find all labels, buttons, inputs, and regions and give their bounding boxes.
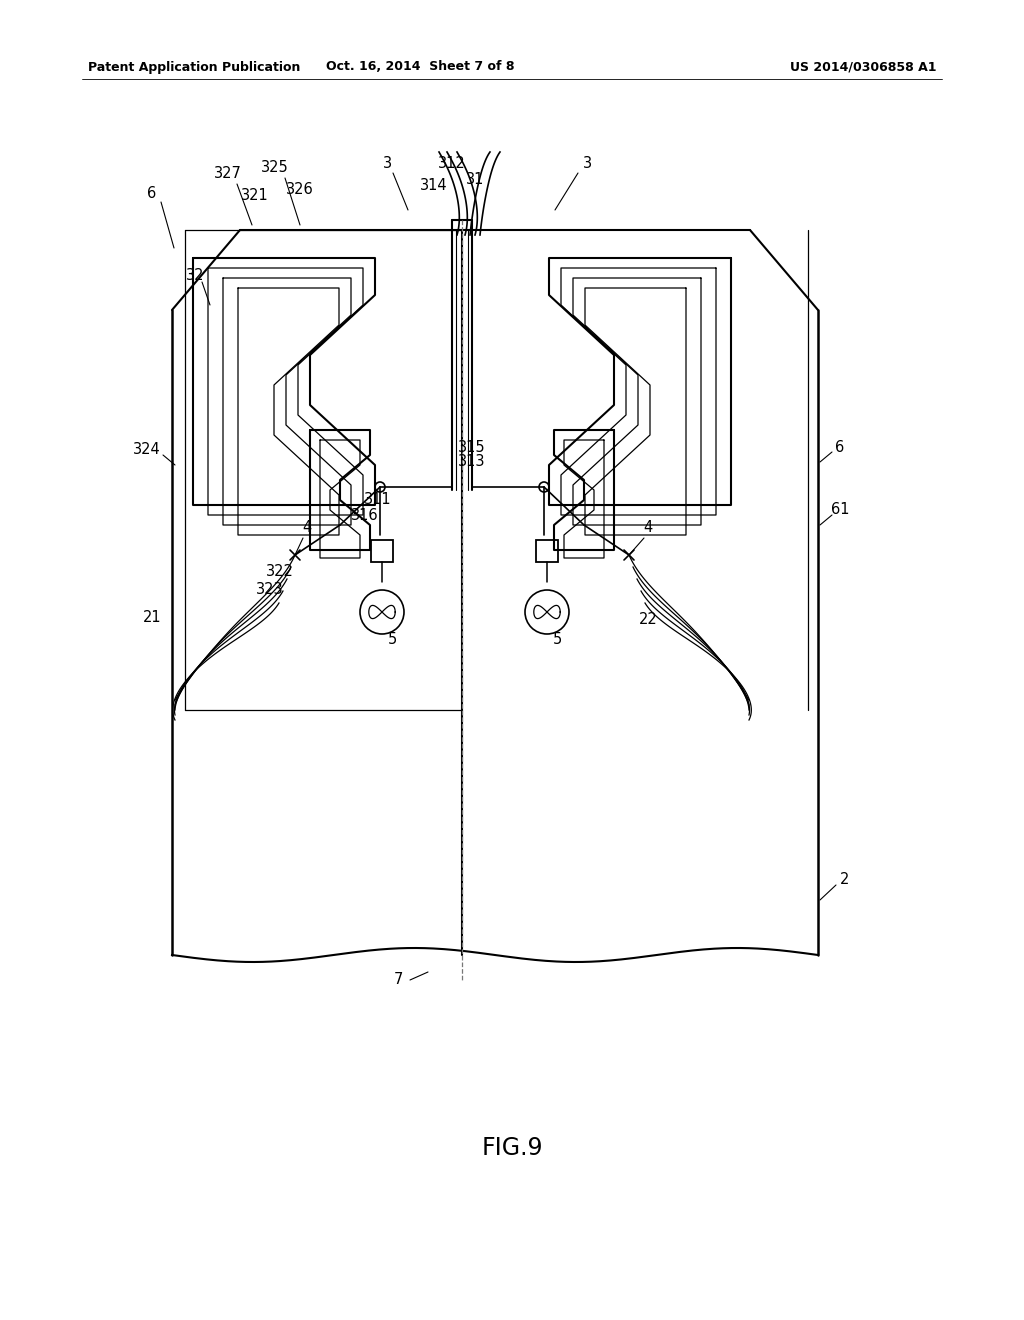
Text: 6: 6 — [147, 186, 157, 201]
Text: 4: 4 — [643, 520, 652, 536]
Text: 3: 3 — [584, 156, 593, 170]
Text: 3: 3 — [383, 156, 392, 170]
Text: 5: 5 — [387, 632, 396, 648]
Text: 322: 322 — [266, 565, 294, 579]
Text: 21: 21 — [142, 610, 162, 626]
Text: 4: 4 — [302, 520, 311, 536]
Bar — [536, 540, 558, 562]
Text: 6: 6 — [836, 441, 845, 455]
Text: 32: 32 — [185, 268, 204, 282]
Text: 311: 311 — [365, 492, 392, 507]
Text: 7: 7 — [393, 973, 402, 987]
Text: Patent Application Publication: Patent Application Publication — [88, 61, 300, 74]
Text: 321: 321 — [241, 189, 269, 203]
Text: Oct. 16, 2014  Sheet 7 of 8: Oct. 16, 2014 Sheet 7 of 8 — [326, 61, 514, 74]
Text: 323: 323 — [256, 582, 284, 598]
Text: 324: 324 — [133, 442, 161, 458]
Text: 314: 314 — [420, 178, 447, 194]
Text: 312: 312 — [438, 156, 466, 170]
Text: 327: 327 — [214, 166, 242, 181]
Text: 315: 315 — [458, 441, 485, 455]
Text: 31: 31 — [466, 172, 484, 186]
Text: 5: 5 — [552, 632, 561, 648]
Text: 2: 2 — [841, 873, 850, 887]
Text: FIG.9: FIG.9 — [481, 1137, 543, 1160]
Text: 313: 313 — [459, 454, 485, 470]
Bar — [371, 540, 393, 562]
Text: 22: 22 — [639, 612, 657, 627]
Text: 316: 316 — [351, 508, 379, 524]
Text: 326: 326 — [286, 182, 314, 198]
Text: 325: 325 — [261, 161, 289, 176]
Text: US 2014/0306858 A1: US 2014/0306858 A1 — [790, 61, 936, 74]
Text: 61: 61 — [830, 503, 849, 517]
